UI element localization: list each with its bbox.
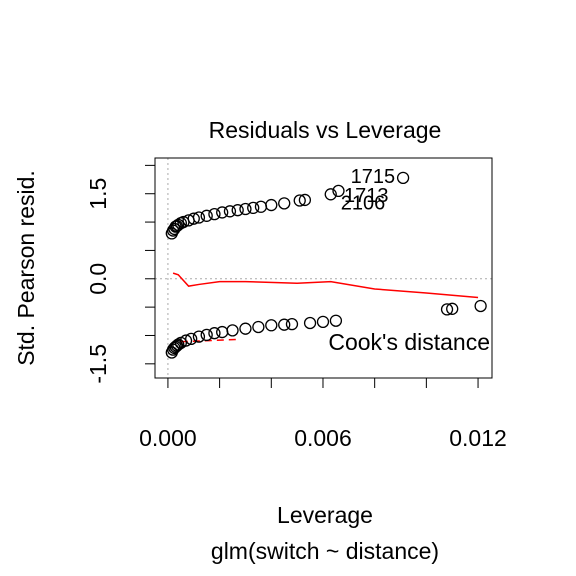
y-tick-label: 1.5	[85, 178, 111, 210]
point	[265, 319, 278, 332]
point	[223, 205, 237, 218]
point	[316, 315, 330, 329]
point	[239, 322, 252, 335]
point	[396, 171, 410, 184]
point	[293, 194, 306, 207]
legend-label: Cook's distance	[328, 329, 490, 355]
point	[170, 219, 184, 233]
y-axis-label: Std. Pearson resid.	[13, 170, 39, 366]
point	[187, 212, 200, 225]
point	[231, 204, 244, 217]
point-label: 1715	[351, 166, 396, 188]
point	[440, 303, 454, 316]
point	[226, 324, 239, 337]
point	[278, 318, 291, 331]
point	[265, 198, 278, 212]
point	[170, 339, 184, 352]
point	[446, 302, 459, 315]
point	[200, 328, 213, 342]
point	[324, 188, 337, 201]
point	[200, 209, 213, 222]
point	[332, 184, 345, 198]
x-axis-label: Leverage	[277, 502, 373, 528]
point	[179, 334, 193, 347]
point	[208, 327, 221, 340]
point	[298, 193, 312, 207]
smooth-line	[172, 272, 479, 299]
point	[216, 206, 229, 219]
point	[247, 201, 260, 215]
x-tick-label: 0.012	[449, 425, 507, 451]
point	[192, 330, 206, 343]
chart-title: Residuals vs Leverage	[209, 117, 442, 143]
point	[185, 332, 198, 346]
plot-frame	[154, 157, 493, 379]
x-tick-label: 0.006	[294, 425, 352, 451]
point	[474, 299, 487, 313]
subtitle: glm(switch ~ distance)	[211, 538, 439, 564]
point	[278, 197, 291, 210]
point	[192, 211, 206, 224]
x-tick-label: 0.000	[139, 425, 197, 451]
point	[329, 314, 343, 327]
point-label: 1713	[344, 185, 389, 207]
cooks-distance-line	[180, 338, 238, 343]
point	[172, 338, 185, 351]
y-tick-label: 0.0	[85, 263, 111, 295]
point	[252, 320, 265, 334]
point	[216, 325, 229, 339]
point	[208, 207, 221, 221]
point-label: 2106	[341, 193, 386, 215]
point	[285, 317, 299, 331]
point	[239, 202, 252, 216]
point	[303, 316, 317, 330]
point	[254, 200, 268, 213]
y-tick-label: -1.5	[85, 344, 111, 384]
